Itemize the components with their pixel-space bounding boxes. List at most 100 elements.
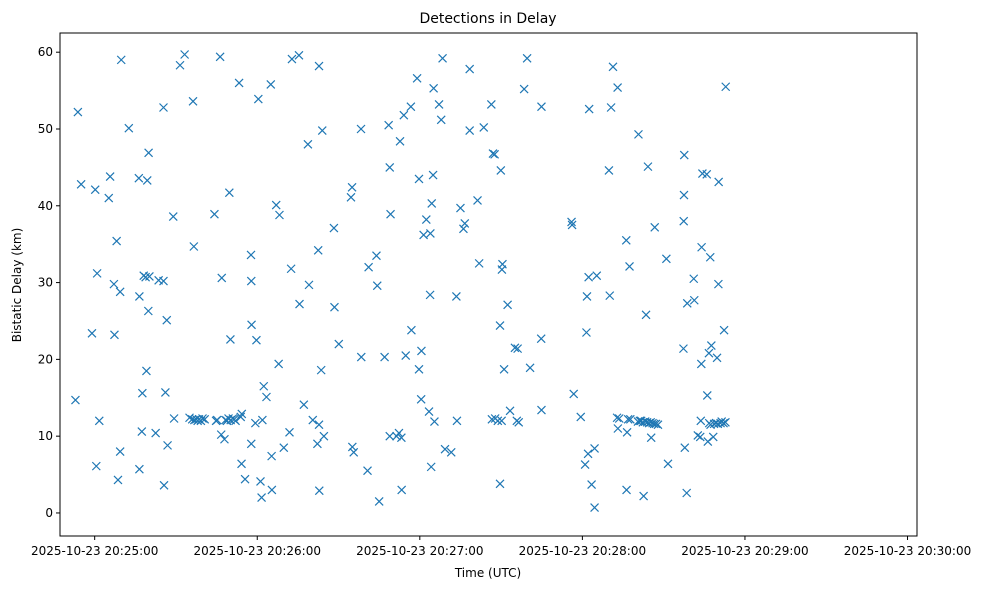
data-point xyxy=(646,433,656,443)
data-point xyxy=(714,177,724,187)
data-point xyxy=(267,451,277,461)
data-point xyxy=(522,53,532,63)
data-point xyxy=(180,50,190,59)
data-point xyxy=(465,126,475,135)
data-point xyxy=(187,414,197,424)
data-point xyxy=(653,420,663,430)
data-point xyxy=(198,414,207,423)
x-axis: 2025-10-23 20:25:00 2025-10-23 20:26:00 20… xyxy=(31,536,971,558)
data-point xyxy=(162,315,172,325)
data-point xyxy=(175,60,185,70)
data-point xyxy=(514,417,524,427)
data-point xyxy=(257,415,267,425)
data-point xyxy=(159,103,168,112)
data-point xyxy=(414,364,424,374)
data-point xyxy=(503,300,513,310)
data-point xyxy=(92,268,102,278)
data-point xyxy=(680,443,690,453)
data-point xyxy=(285,427,294,437)
data-point xyxy=(510,343,520,353)
data-point xyxy=(416,394,426,404)
data-point xyxy=(71,395,80,405)
data-point xyxy=(605,291,615,301)
data-point xyxy=(105,172,115,182)
data-point xyxy=(314,420,324,430)
data-point xyxy=(583,449,593,459)
data-point xyxy=(252,335,261,345)
data-point xyxy=(215,52,225,62)
x-tick-label: 2025-10-23 20:30:00 xyxy=(844,544,971,558)
data-point xyxy=(496,166,506,175)
data-point xyxy=(650,222,660,232)
data-point xyxy=(679,150,689,160)
data-point xyxy=(428,170,438,180)
data-point xyxy=(262,392,271,402)
data-point xyxy=(622,427,632,437)
data-point xyxy=(436,115,446,125)
y-tick-label: 0 xyxy=(45,506,53,520)
data-point xyxy=(267,485,277,495)
data-point xyxy=(246,276,256,286)
data-point xyxy=(200,414,210,424)
data-point xyxy=(279,443,289,453)
data-point xyxy=(104,193,114,203)
data-point xyxy=(224,188,234,198)
data-point xyxy=(582,328,591,337)
data-point xyxy=(490,149,500,159)
y-tick-label: 30 xyxy=(38,276,53,290)
y-tick-label: 40 xyxy=(38,199,53,213)
data-point xyxy=(271,200,281,210)
data-point xyxy=(576,412,586,422)
data-point xyxy=(159,276,168,286)
data-point xyxy=(234,78,244,88)
data-point xyxy=(639,491,649,501)
data-point xyxy=(168,212,178,221)
data-point xyxy=(721,82,731,92)
data-point xyxy=(704,348,714,358)
data-point xyxy=(465,64,475,74)
data-point xyxy=(384,120,394,130)
data-point xyxy=(308,415,318,425)
data-point xyxy=(395,136,405,146)
x-tick-label: 2025-10-23 20:28:00 xyxy=(519,544,646,558)
data-point xyxy=(266,80,276,89)
data-point xyxy=(142,176,152,185)
data-point xyxy=(537,102,546,112)
data-point xyxy=(427,199,437,208)
data-point xyxy=(460,219,470,228)
data-point xyxy=(185,413,194,423)
data-point xyxy=(606,103,616,112)
data-point xyxy=(451,291,461,301)
data-point xyxy=(613,83,623,92)
data-point xyxy=(90,185,100,195)
data-point xyxy=(329,223,339,233)
data-point xyxy=(76,179,86,189)
data-point xyxy=(569,389,579,399)
x-tick-label: 2025-10-23 20:27:00 xyxy=(356,544,483,558)
data-point xyxy=(144,148,154,158)
data-point xyxy=(498,259,507,269)
data-point xyxy=(274,359,284,369)
data-point xyxy=(592,271,602,281)
data-point xyxy=(622,485,631,495)
data-point xyxy=(651,419,661,429)
y-tick-label: 20 xyxy=(38,352,53,366)
data-point xyxy=(513,344,523,354)
data-point xyxy=(412,73,422,83)
data-point xyxy=(425,290,435,300)
data-point xyxy=(356,352,366,362)
data-point xyxy=(144,272,154,281)
data-point xyxy=(580,460,590,470)
data-point xyxy=(210,209,219,219)
data-point xyxy=(625,262,634,271)
data-point xyxy=(434,99,444,109)
data-point xyxy=(316,365,326,375)
data-point xyxy=(257,493,267,503)
data-point xyxy=(679,344,688,354)
data-point xyxy=(590,503,599,513)
data-point xyxy=(124,123,134,133)
data-point xyxy=(110,330,119,340)
data-point xyxy=(401,351,411,360)
data-point xyxy=(634,129,643,139)
data-point xyxy=(424,407,434,417)
